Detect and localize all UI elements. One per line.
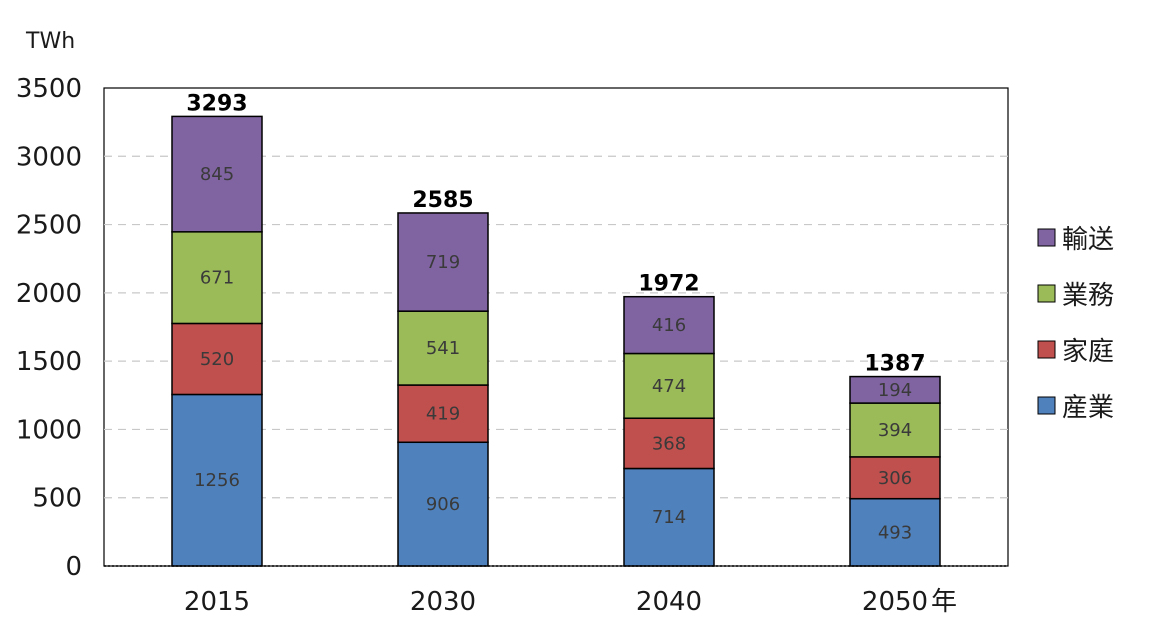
- bar-segment: [171, 115, 263, 233]
- y-axis-unit: TWh: [25, 29, 75, 54]
- data-label: 419: [426, 404, 460, 425]
- data-label: 719: [426, 252, 460, 273]
- data-label: 368: [652, 433, 686, 454]
- data-label: 906: [426, 494, 460, 515]
- y-tick-label: 500: [32, 484, 82, 514]
- data-label: 493: [878, 522, 912, 543]
- x-axis: 2015 2030 2040 2050 年: [184, 587, 957, 617]
- legend-label: 輸送: [1062, 225, 1114, 255]
- data-label: 306: [878, 468, 912, 489]
- legend-swatch: [1037, 340, 1056, 359]
- data-label: 671: [200, 268, 234, 289]
- bar-segment: [171, 322, 263, 396]
- legend-swatch: [1037, 228, 1056, 247]
- y-tick-label: 2000: [16, 279, 82, 309]
- legend-label: 産業: [1062, 393, 1114, 423]
- bar-segment: [849, 375, 941, 404]
- bar-segment: [171, 231, 263, 325]
- bars: 1256 520 671 845 3293 906 419 541 719 2585 714 368 4…: [171, 91, 941, 567]
- bar-segment: [397, 212, 489, 312]
- data-label: 541: [426, 338, 460, 359]
- total-label: 1387: [864, 352, 925, 377]
- data-label: 714: [652, 507, 686, 528]
- bar-segment: [849, 456, 941, 500]
- y-axis: 0 500 1000 1500 2000 2500 3000 3500: [16, 74, 82, 582]
- data-label: 845: [200, 164, 234, 185]
- y-tick-label: 1000: [16, 415, 82, 445]
- bar-segment: [849, 497, 941, 567]
- bar-segment: [397, 384, 489, 444]
- data-label: 416: [652, 315, 686, 336]
- y-tick-label: 3000: [16, 142, 82, 172]
- x-tick-label: 2030: [410, 587, 476, 617]
- bar-segment: [623, 352, 715, 419]
- x-tick-label: 2015: [184, 587, 250, 617]
- bar-segment: [397, 310, 489, 386]
- total-label: 1972: [638, 272, 699, 297]
- y-tick-label: 2500: [16, 211, 82, 241]
- legend-swatch: [1037, 396, 1056, 415]
- data-label: 194: [878, 380, 912, 401]
- data-label: 394: [878, 420, 912, 441]
- x-axis-unit: 年: [931, 587, 957, 617]
- legend-swatch: [1037, 284, 1056, 303]
- y-tick-label: 0: [65, 552, 82, 582]
- legend-label: 業務: [1062, 281, 1114, 311]
- data-label: 1256: [194, 470, 240, 491]
- data-label: 474: [652, 376, 686, 397]
- legend-label: 家庭: [1062, 337, 1114, 367]
- data-label: 520: [200, 349, 234, 370]
- bar-segment: [397, 441, 489, 567]
- grid-lines: [104, 155, 1008, 499]
- total-label: 2585: [412, 188, 473, 213]
- bar-segment: [623, 295, 715, 355]
- y-tick-label: 1500: [16, 347, 82, 377]
- y-tick-label: 3500: [16, 74, 82, 104]
- total-label: 3293: [186, 91, 247, 116]
- x-tick-label: 2040: [636, 587, 702, 617]
- x-tick-label: 2050: [862, 587, 928, 617]
